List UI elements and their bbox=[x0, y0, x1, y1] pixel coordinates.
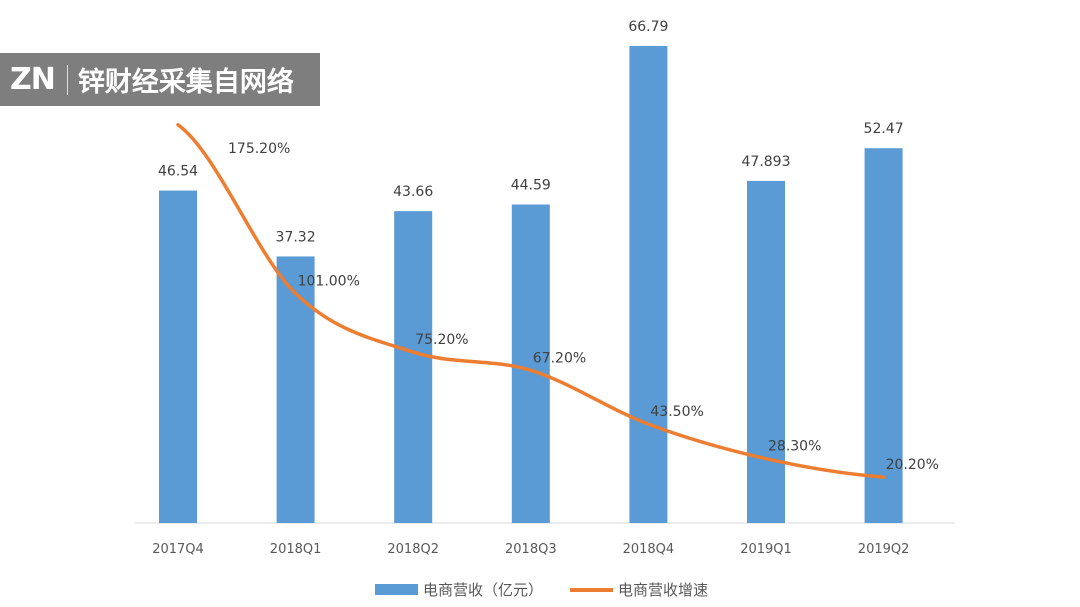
line-value-label: 101.00% bbox=[298, 273, 360, 289]
bar-2019Q1 bbox=[747, 180, 785, 523]
line-value-label: 75.20% bbox=[415, 332, 468, 348]
bar-2017Q4 bbox=[159, 190, 197, 524]
x-tick-label: 2018Q3 bbox=[505, 542, 557, 557]
line-data-labels: 175.20% 101.00% 75.20% 67.20% 43.50% 28.30% 20… bbox=[228, 141, 939, 473]
bar-data-labels: 46.54 37.32 43.66 44.59 66.79 47.893 52.47 bbox=[158, 19, 904, 246]
line-value-label: 28.30% bbox=[768, 439, 821, 455]
bar-2018Q2 bbox=[394, 211, 433, 523]
line-value-label: 175.20% bbox=[228, 141, 290, 157]
watermark-logo: ZN bbox=[10, 62, 56, 97]
bar-value-label: 66.79 bbox=[628, 19, 668, 35]
bar-2019Q2 bbox=[864, 148, 903, 523]
bar-2018Q3 bbox=[511, 204, 550, 523]
x-tick-label: 2018Q4 bbox=[623, 542, 675, 557]
x-tick-label: 2018Q2 bbox=[387, 542, 439, 557]
legend: 电商营收（亿元） 电商营收增速 bbox=[375, 581, 708, 599]
watermark-text: 锌财经采集自网络 bbox=[77, 67, 294, 98]
line-value-label: 43.50% bbox=[650, 404, 703, 420]
bar-value-label: 46.54 bbox=[158, 164, 198, 180]
legend-label-bar: 电商营收（亿元） bbox=[423, 581, 543, 599]
line-value-label: 67.20% bbox=[533, 350, 586, 366]
bar-value-label: 44.59 bbox=[511, 178, 551, 194]
x-axis-ticks: 2017Q4 2018Q1 2018Q2 2018Q3 2018Q4 2019Q1 2019… bbox=[152, 542, 909, 557]
bar-value-label: 47.893 bbox=[742, 154, 791, 170]
growth-line bbox=[176, 123, 886, 479]
bar-value-label: 37.32 bbox=[276, 229, 316, 245]
x-tick-label: 2019Q1 bbox=[740, 542, 792, 557]
bar-2018Q1 bbox=[276, 256, 315, 523]
legend-swatch-bar bbox=[375, 584, 418, 595]
bar-value-label: 52.47 bbox=[864, 121, 904, 137]
bar-series bbox=[159, 45, 903, 524]
x-tick-label: 2017Q4 bbox=[152, 542, 204, 557]
bar-2018Q4 bbox=[629, 45, 668, 524]
legend-label-line: 电商营收增速 bbox=[618, 581, 708, 599]
bar-value-label: 43.66 bbox=[393, 184, 433, 200]
line-series bbox=[176, 123, 886, 479]
x-tick-label: 2019Q2 bbox=[858, 542, 910, 557]
watermark-banner: ZN 锌财经采集自网络 bbox=[0, 53, 320, 106]
line-value-label: 20.20% bbox=[886, 457, 939, 473]
x-tick-label: 2018Q1 bbox=[270, 542, 322, 557]
watermark-divider bbox=[66, 64, 68, 95]
